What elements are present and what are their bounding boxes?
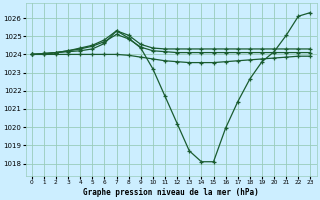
X-axis label: Graphe pression niveau de la mer (hPa): Graphe pression niveau de la mer (hPa) — [83, 188, 259, 197]
